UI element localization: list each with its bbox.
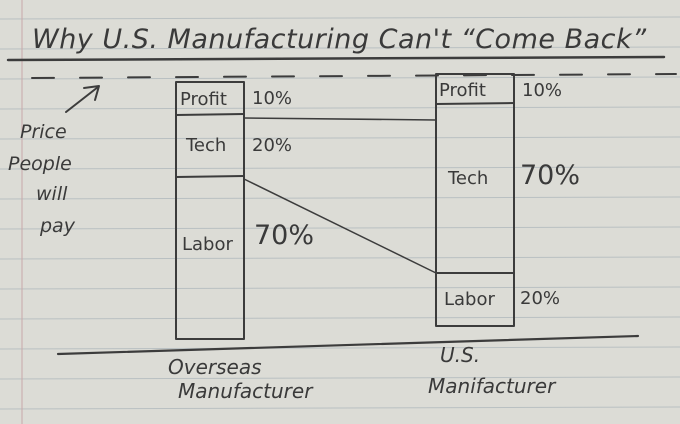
paper-rule-line	[0, 106, 680, 110]
us-cost-column: Profit Tech Labor 10% 70% 20%	[435, 73, 580, 327]
us-manufacturer-caption: U.S. Manifacturer	[428, 343, 557, 398]
svg-text:People: People	[8, 153, 72, 175]
overseas-tech-label: Tech	[185, 135, 226, 156]
paper-rule-line	[0, 16, 680, 20]
price-people-will-pay-label: Price People will pay	[8, 121, 76, 237]
paper-rule-lines	[0, 16, 680, 410]
us-column-outline	[435, 73, 515, 327]
overseas-profit-pct: 10%	[252, 88, 292, 109]
svg-text:pay: pay	[39, 215, 76, 237]
diagram-title: Why U.S. Manufacturing Can't “Come Back”	[32, 24, 647, 55]
overseas-column-outline	[175, 81, 245, 340]
overseas-cost-column: Profit Tech Labor 10% 20% 70%	[175, 81, 314, 340]
title-underline	[6, 55, 666, 62]
us-labor-pct: 20%	[520, 288, 560, 309]
us-profit-divider	[435, 102, 515, 105]
svg-text:Price: Price	[20, 121, 67, 143]
paper-rule-line	[0, 286, 680, 290]
svg-text:U.S.: U.S.	[440, 343, 480, 367]
us-profit-pct: 10%	[522, 80, 562, 101]
paper-rule-line	[0, 166, 680, 170]
price-dashed-line	[31, 73, 677, 79]
us-labor-label: Labor	[444, 289, 495, 310]
arrow-icon	[65, 85, 100, 113]
paper-rule-line	[0, 196, 680, 200]
overseas-tech-divider	[175, 175, 245, 178]
us-tech-pct: 70%	[520, 160, 580, 191]
overseas-labor-pct: 70%	[254, 220, 314, 251]
svg-text:Manufacturer: Manufacturer	[178, 379, 314, 403]
baseline	[56, 334, 640, 356]
overseas-profit-label: Profit	[180, 89, 227, 110]
labor-boundary-connector	[243, 178, 437, 274]
profit-boundary-connector	[243, 117, 437, 121]
overseas-manufacturer-caption: Overseas Manufacturer	[168, 355, 314, 403]
paper-rule-line	[0, 256, 680, 260]
paper-rule-line	[0, 76, 680, 80]
overseas-profit-divider	[175, 113, 245, 116]
paper-rule-line	[0, 346, 680, 350]
svg-text:Overseas: Overseas	[168, 355, 262, 379]
svg-text:Manifacturer: Manifacturer	[428, 374, 557, 398]
us-tech-label: Tech	[447, 168, 488, 189]
svg-text:will: will	[36, 183, 68, 205]
paper-rule-line	[0, 226, 680, 230]
overseas-tech-pct: 20%	[252, 135, 292, 156]
paper-rule-line	[0, 46, 680, 50]
paper-rule-line	[0, 136, 680, 140]
paper-rule-line	[0, 316, 680, 320]
paper-rule-line	[0, 406, 680, 410]
us-profit-label: Profit	[439, 80, 486, 101]
overseas-labor-label: Labor	[182, 234, 233, 255]
paper-rule-line	[0, 376, 680, 380]
